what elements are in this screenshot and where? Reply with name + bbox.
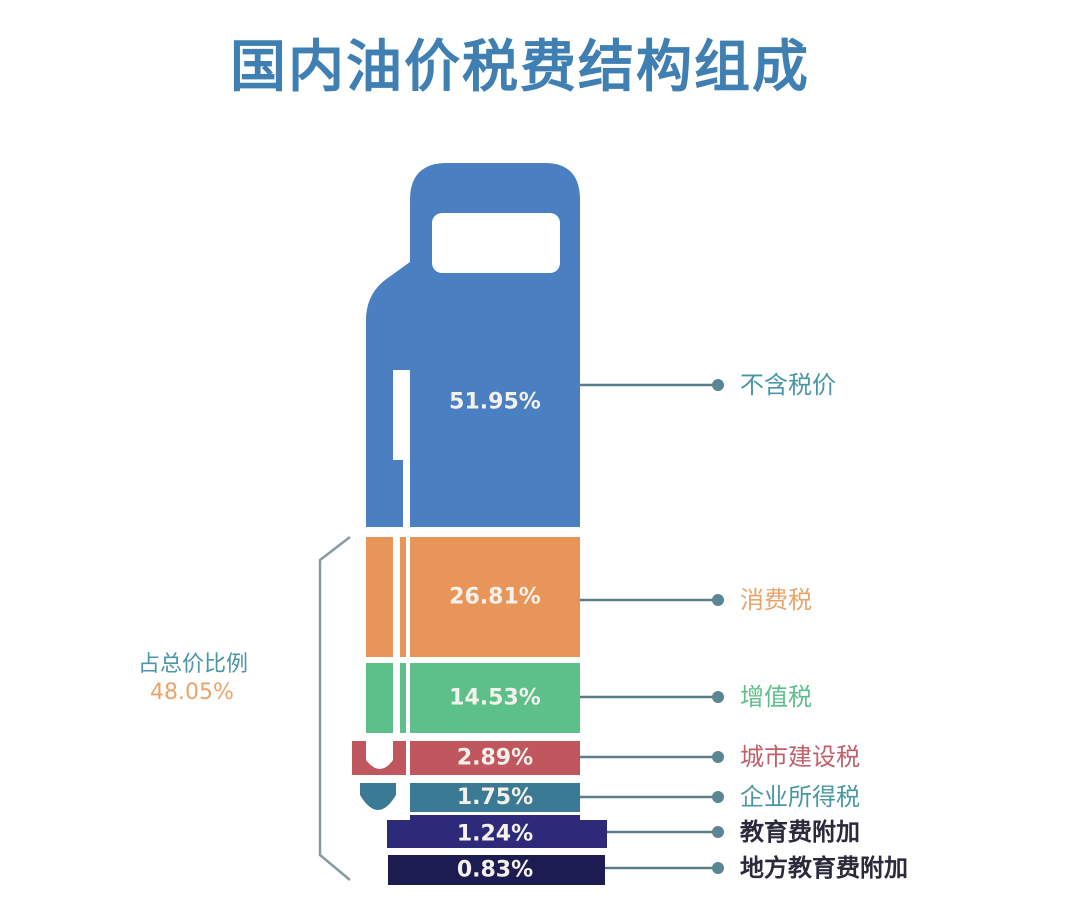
segment-bar (410, 741, 580, 775)
category-label: 不含税价 (740, 371, 836, 399)
segment-bar (387, 820, 607, 848)
hose-nozzle (360, 783, 396, 810)
hose-segment (400, 537, 406, 657)
chart-title: 国内油价税费结构组成 (230, 35, 810, 100)
hose-segment (366, 537, 393, 657)
value-label: 14.53% (449, 686, 541, 711)
bracket-label: 占总价比例 (138, 652, 249, 677)
leader-dot (712, 691, 724, 703)
leader-dot (712, 751, 724, 763)
leader-dot (712, 594, 724, 606)
leader-dot (712, 379, 724, 391)
segment-bar (388, 855, 605, 885)
value-label: 26.81% (449, 585, 541, 610)
category-label: 增值税 (740, 683, 812, 711)
segment-bar (410, 663, 580, 733)
category-label: 城市建设税 (740, 743, 860, 771)
category-label: 企业所得税 (740, 783, 860, 811)
value-label: 1.24% (457, 822, 533, 847)
hose-segment (400, 663, 406, 733)
leader-dot (712, 791, 724, 803)
value-label: 2.89% (457, 746, 533, 771)
category-label: 消费税 (740, 586, 812, 614)
segment-bar (410, 815, 580, 823)
bracket-line (318, 536, 351, 881)
hose-segment (393, 460, 403, 527)
category-label: 教育费附加 (740, 818, 860, 846)
hose-segment (366, 262, 410, 527)
leader-dot (712, 862, 724, 874)
value-label: 1.75% (457, 785, 533, 810)
leader-dot (712, 826, 724, 838)
category-label: 地方教育费附加 (740, 854, 908, 882)
hose-segment (366, 663, 393, 733)
segment-bar (410, 537, 580, 657)
value-label: 0.83% (457, 858, 533, 883)
hose-segment (352, 741, 406, 775)
pump-display-window (432, 213, 560, 273)
value-label: 51.95% (449, 390, 541, 415)
segment-bar (410, 783, 580, 812)
bracket-value: 48.05% (150, 680, 234, 705)
